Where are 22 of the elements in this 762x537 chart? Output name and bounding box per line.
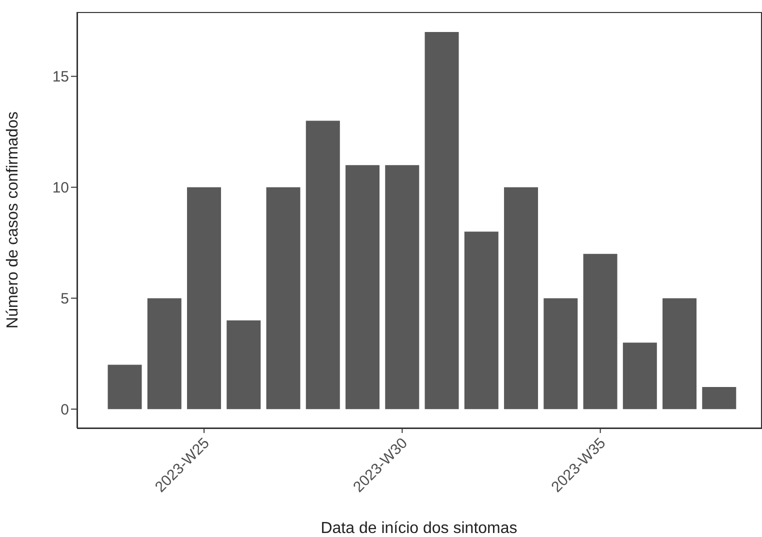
bar — [622, 342, 657, 410]
y-axis-title: Número de casos confirmados — [4, 112, 22, 328]
bar — [544, 298, 578, 410]
bar — [662, 298, 697, 410]
y-tick-label: 0 — [60, 401, 69, 418]
bar — [583, 254, 618, 410]
bar — [504, 187, 538, 410]
bar — [108, 364, 142, 410]
x-axis-title: Data de início dos sintomas — [320, 520, 518, 537]
bar — [702, 386, 736, 410]
y-tick-label: 15 — [52, 68, 69, 86]
bar — [226, 320, 261, 410]
bar — [306, 120, 340, 410]
bar — [147, 298, 182, 410]
bar — [464, 232, 498, 410]
bar — [187, 187, 222, 410]
y-tick-label: 10 — [52, 180, 69, 197]
bar — [424, 32, 459, 410]
bar — [346, 165, 380, 410]
bar — [385, 165, 420, 410]
y-tick-label: 5 — [60, 290, 69, 308]
bar — [266, 187, 300, 410]
